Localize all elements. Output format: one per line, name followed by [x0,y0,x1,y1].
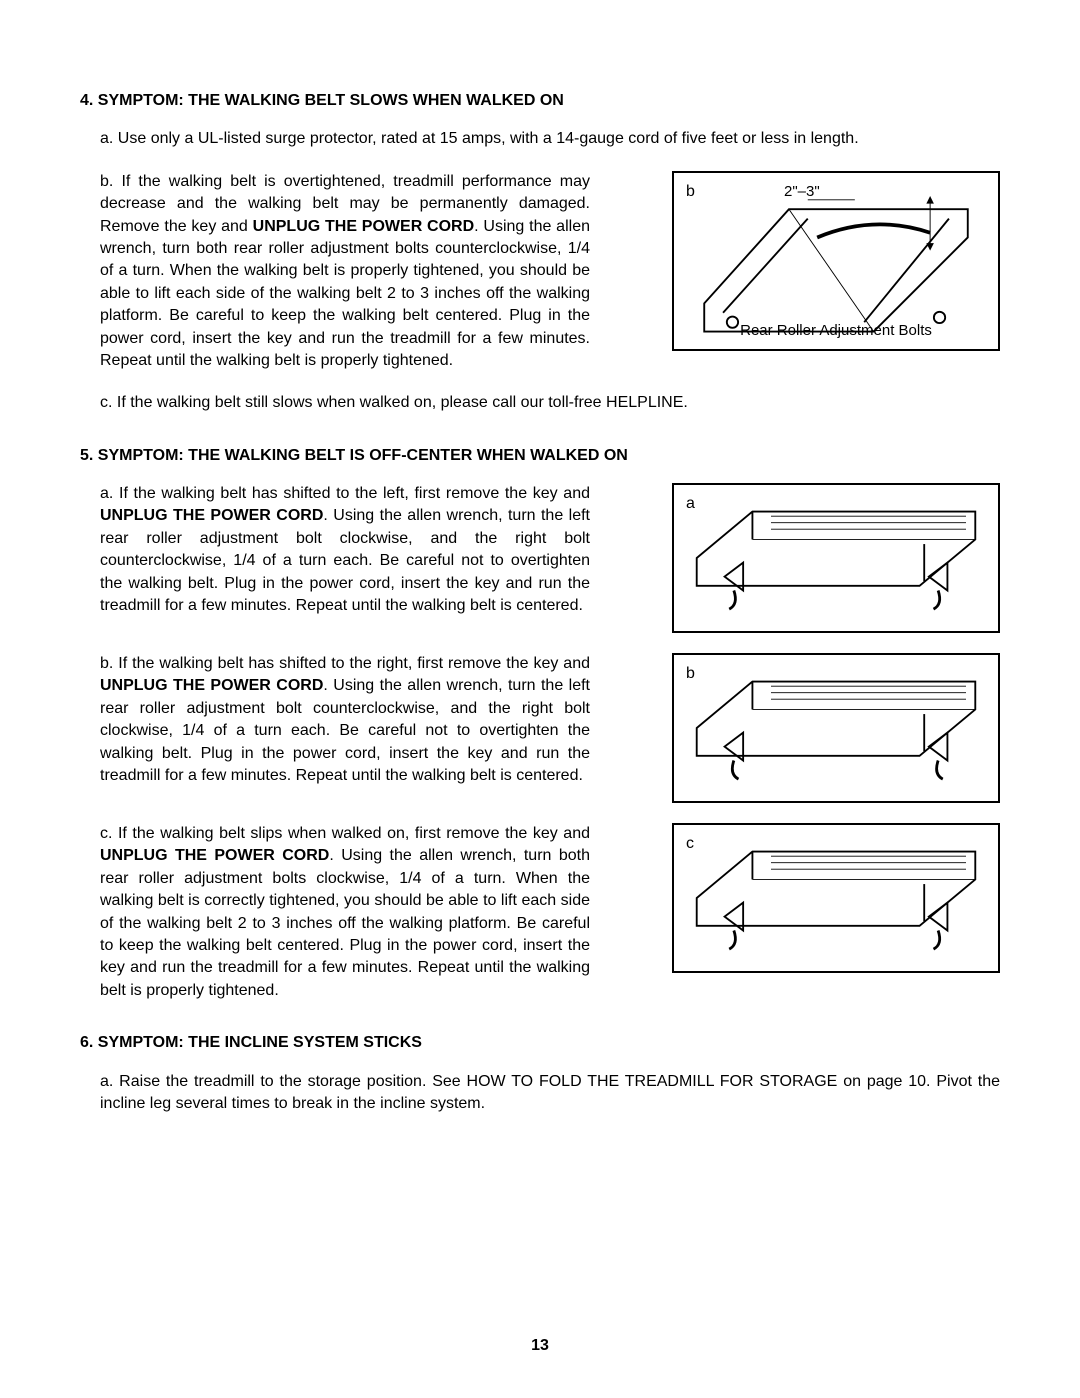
diagram-4b-measurement: 2"–3" [784,181,820,202]
diagram-4b-caption: Rear Roller Adjustment Bolts [674,320,998,341]
treadmill-belt-diagram-icon [682,181,990,341]
section-6-item-a: a. Raise the treadmill to the storage po… [100,1071,1000,1116]
section-5-item-b: b. If the walking belt has shifted to th… [100,653,590,787]
section-6-title: 6. SYMPTOM: THE INCLINE SYSTEM STICKS [80,1032,1000,1054]
section-5-item-a-bold: UNPLUG THE POWER CORD [100,507,323,524]
section-5-item-a-pre: a. If the walking belt has shifted to th… [100,485,590,502]
treadmill-rear-diagram-icon [682,493,990,623]
section-4-item-b-post: . Using the allen wrench, turn both rear… [100,218,590,369]
section-5-title: 5. SYMPTOM: THE WALKING BELT IS OFF-CENT… [80,445,1000,467]
diagram-5a-label: a [686,493,695,515]
section-5-item-c: c. If the walking belt slips when walked… [100,823,590,1002]
treadmill-rear-diagram-icon [682,833,990,963]
section-5-item-a: a. If the walking belt has shifted to th… [100,483,590,617]
section-4-title: 4. SYMPTOM: THE WALKING BELT SLOWS WHEN … [80,90,1000,112]
diagram-5c-label: c [686,833,694,855]
section-5-item-c-post: . Using the allen wrench, turn both rear… [100,847,590,998]
section-5-item-b-bold: UNPLUG THE POWER CORD [100,677,323,694]
section-5-item-b-pre: b. If the walking belt has shifted to th… [100,655,590,672]
diagram-5b-label: b [686,663,695,685]
section-5-item-c-bold: UNPLUG THE POWER CORD [100,847,329,864]
diagram-5b: b [672,653,1000,803]
diagram-5a: a [672,483,1000,633]
page-number: 13 [80,1335,1000,1357]
diagram-5c: c [672,823,1000,973]
section-4-item-c: c. If the walking belt still slows when … [100,392,1000,414]
section-4-item-a: a. Use only a UL-listed surge protector,… [100,128,1000,150]
section-5-item-c-pre: c. If the walking belt slips when walked… [100,825,590,842]
section-4-item-b-bold: UNPLUG THE POWER CORD [253,218,475,235]
treadmill-rear-diagram-icon [682,663,990,793]
diagram-4b: b 2"–3" Rear Roller Adjustment Bolts [672,171,1000,351]
section-4-item-b: b. If the walking belt is overtightened,… [100,171,590,373]
diagram-4b-label: b [686,181,695,203]
